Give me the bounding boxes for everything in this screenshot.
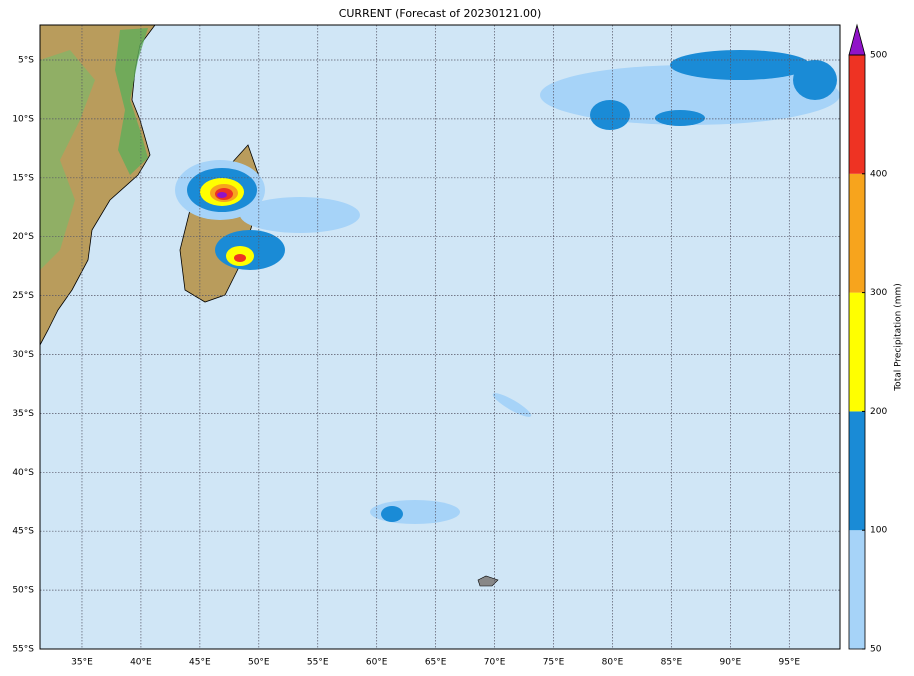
- colorbar-tick-label: 400: [870, 169, 887, 179]
- lat-tick-label: 50°S: [12, 586, 34, 596]
- precip-area: [793, 60, 837, 100]
- colorbar-band: [849, 292, 865, 412]
- lon-tick-label: 55°E: [307, 658, 329, 668]
- colorbar-tick-label: 300: [870, 288, 887, 298]
- africa-lowland: [40, 50, 95, 270]
- gridlines: [40, 25, 840, 650]
- precip-area: [590, 100, 630, 130]
- map-title: CURRENT (Forecast of 20230121.00): [339, 7, 542, 20]
- precip-area: [670, 50, 810, 80]
- lat-tick-label: 20°S: [12, 232, 34, 242]
- precipitation: [175, 50, 840, 524]
- lon-tick-label: 80°E: [602, 658, 624, 668]
- colorbar-frame: [848, 54, 866, 650]
- precip-area: [240, 197, 360, 233]
- precip-area: [381, 506, 403, 522]
- colorbar-band: [849, 55, 865, 174]
- africa-coast: [115, 28, 148, 175]
- lon-tick-label: 60°E: [366, 658, 388, 668]
- island: [477, 575, 499, 587]
- colorbar-tick-label: 50: [870, 645, 882, 655]
- map: [39, 24, 841, 650]
- colorbar-tick-label: 500: [870, 51, 887, 61]
- colorbar-label: Total Precipitation (mm): [894, 283, 904, 392]
- lat-tick-label: 5°S: [18, 55, 34, 65]
- lon-tick-label: 70°E: [484, 658, 506, 668]
- ocean: [40, 25, 840, 649]
- lat-tick-label: 40°S: [12, 468, 34, 478]
- precip-area: [234, 254, 246, 262]
- colorbar-tick-label: 100: [870, 526, 887, 536]
- lon-tick-label: 45°E: [189, 658, 211, 668]
- map-frame: [39, 24, 841, 650]
- lon-tick-label: 95°E: [778, 658, 800, 668]
- lat-tick-label: 55°S: [12, 645, 34, 655]
- colorbar-band: [849, 173, 865, 293]
- colorbar-band: [849, 530, 865, 649]
- lat-tick-label: 35°S: [12, 409, 34, 419]
- precip-area: [217, 192, 227, 198]
- lat-tick-label: 25°S: [12, 291, 34, 301]
- precip-area: [655, 110, 705, 126]
- lat-tick-label: 10°S: [12, 114, 34, 124]
- colorbar-band: [849, 411, 865, 531]
- lon-tick-label: 65°E: [425, 658, 447, 668]
- precip-area: [492, 393, 532, 417]
- lon-tick-label: 85°E: [661, 658, 683, 668]
- colorbar: 50 100 200 300 400 500: [848, 23, 887, 655]
- lon-tick-label: 35°E: [71, 658, 93, 668]
- lon-tick-label: 40°E: [130, 658, 152, 668]
- colorbar-tick-label: 200: [870, 407, 887, 417]
- colorbar-extend: [848, 23, 866, 56]
- lat-tick-label: 45°S: [12, 527, 34, 537]
- lon-tick-label: 90°E: [720, 658, 742, 668]
- lat-tick-label: 15°S: [12, 173, 34, 183]
- lon-tick-label: 75°E: [543, 658, 565, 668]
- lat-tick-label: 30°S: [12, 350, 34, 360]
- lon-tick-label: 50°E: [248, 658, 270, 668]
